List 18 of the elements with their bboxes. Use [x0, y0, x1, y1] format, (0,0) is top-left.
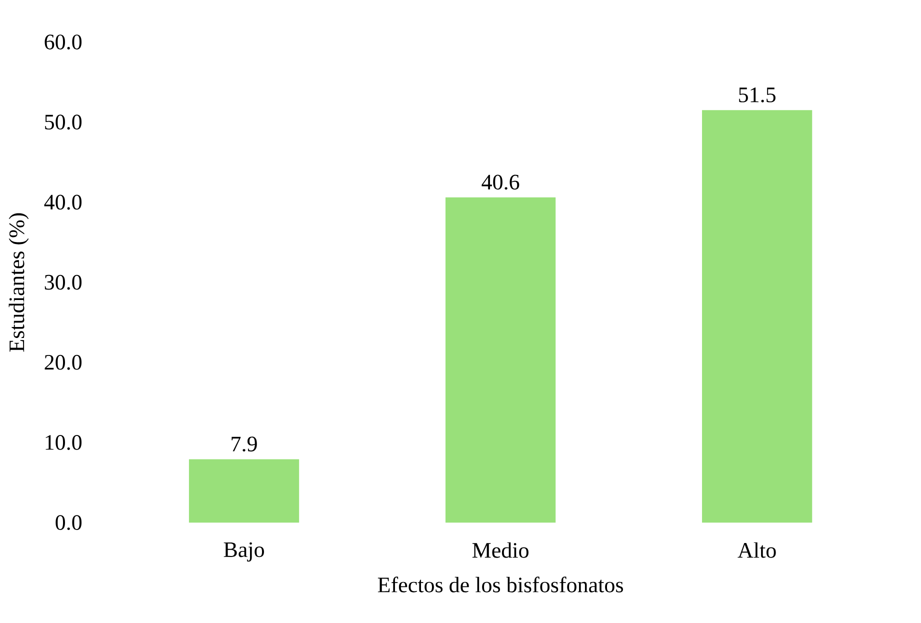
- y-tick-label: 40.0: [44, 194, 82, 210]
- data-label: 40.6: [482, 174, 520, 190]
- y-tick-label: 30.0: [44, 275, 82, 290]
- x-tick-label: Alto: [738, 542, 776, 558]
- x-tick-label: Bajo: [224, 542, 264, 562]
- bar: [188, 459, 300, 523]
- data-label: 7.9: [232, 436, 257, 452]
- y-axis-title: Estudiantes (%): [8, 213, 29, 352]
- bar: [702, 110, 812, 523]
- x-tick-label: Medio: [472, 542, 528, 558]
- y-tick-label: 10.0: [46, 435, 82, 450]
- y-tick-label: 0.0: [56, 515, 82, 530]
- y-tick-label: 50.0: [45, 114, 82, 130]
- x-axis-title: Efectos de los bisfosfonatos: [378, 576, 623, 593]
- data-label: 51.5: [739, 88, 776, 103]
- y-tick-label: 60.0: [44, 34, 82, 50]
- y-tick-label: 20.0: [44, 355, 82, 370]
- bar: [445, 198, 556, 523]
